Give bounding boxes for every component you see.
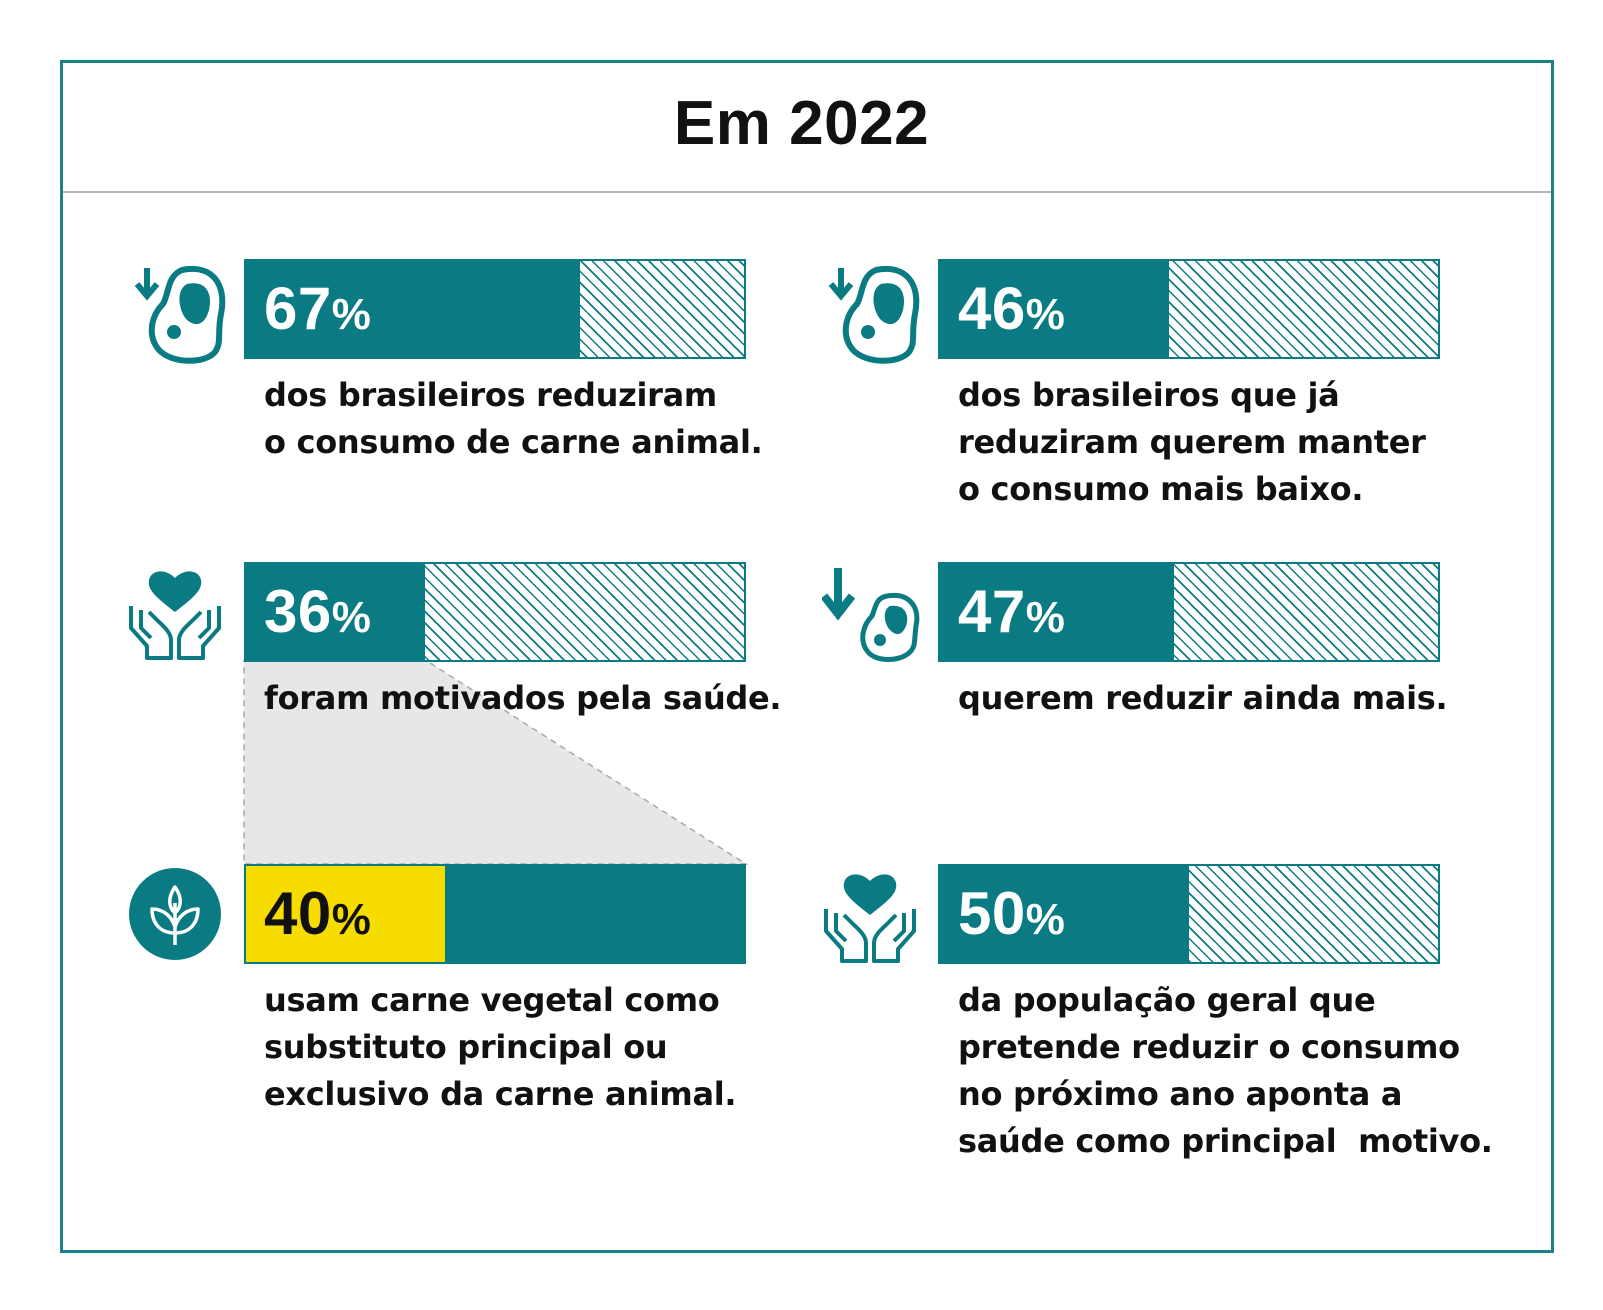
- meat-down-icon: [134, 265, 226, 364]
- heart-hands-icon: [129, 571, 221, 660]
- stat-percent: 47%: [958, 576, 1065, 664]
- stat-bar-40: 40%: [244, 864, 746, 964]
- stat-bar-fill: [246, 866, 445, 962]
- meat-down-icon: [828, 265, 920, 364]
- percent-sign: %: [1025, 593, 1065, 642]
- stat-bar-36: 36%: [244, 562, 746, 662]
- percent-value: 47: [958, 578, 1026, 645]
- percent-sign: %: [1025, 895, 1065, 944]
- stat-description: foram motivados pela saúde.: [264, 679, 782, 717]
- stat-percent: 67%: [264, 273, 371, 361]
- stat-bar-50: 50%: [938, 864, 1440, 964]
- stat-bar-47: 47%: [938, 562, 1440, 662]
- stat-percent: 40%: [264, 878, 371, 966]
- percent-sign: %: [331, 593, 371, 642]
- stat-description: querem reduzir ainda mais.: [958, 679, 1448, 717]
- page-title: Em 2022: [673, 89, 930, 158]
- stat-bar-fill: [940, 866, 1189, 962]
- stat-description: usam carne vegetal como substituto princ…: [264, 981, 737, 1113]
- stat-description: dos brasileiros reduziram o consumo de c…: [264, 376, 763, 461]
- stat-bar-67: 67%: [244, 259, 746, 359]
- stat-percent: 50%: [958, 878, 1065, 966]
- percent-value: 40: [264, 880, 332, 947]
- stat-bar-46: 46%: [938, 259, 1440, 359]
- percent-value: 50: [958, 880, 1026, 947]
- title-divider: [63, 191, 1551, 193]
- leaf-circle-icon: [129, 868, 221, 960]
- percent-sign: %: [331, 895, 371, 944]
- funnel-shape: [243, 659, 749, 865]
- stat-bar-fill: [940, 564, 1174, 660]
- stat-bar-fill: [246, 261, 580, 357]
- percent-sign: %: [331, 290, 371, 339]
- stat-bar-fill: [246, 564, 425, 660]
- percent-value: 36: [264, 578, 332, 645]
- percent-sign: %: [1025, 290, 1065, 339]
- stat-description: dos brasileiros que já reduziram querem …: [958, 376, 1426, 508]
- stat-percent: 36%: [264, 576, 371, 664]
- infographic-frame: [60, 60, 1554, 1253]
- stat-description: da população geral que pretende reduzir …: [958, 981, 1493, 1160]
- heart-hands-icon: [824, 874, 916, 963]
- arrow-down-meat-icon: [822, 568, 920, 662]
- percent-value: 67: [264, 275, 332, 342]
- stat-bar-fill: [940, 261, 1169, 357]
- percent-value: 46: [958, 275, 1026, 342]
- stat-percent: 46%: [958, 273, 1065, 361]
